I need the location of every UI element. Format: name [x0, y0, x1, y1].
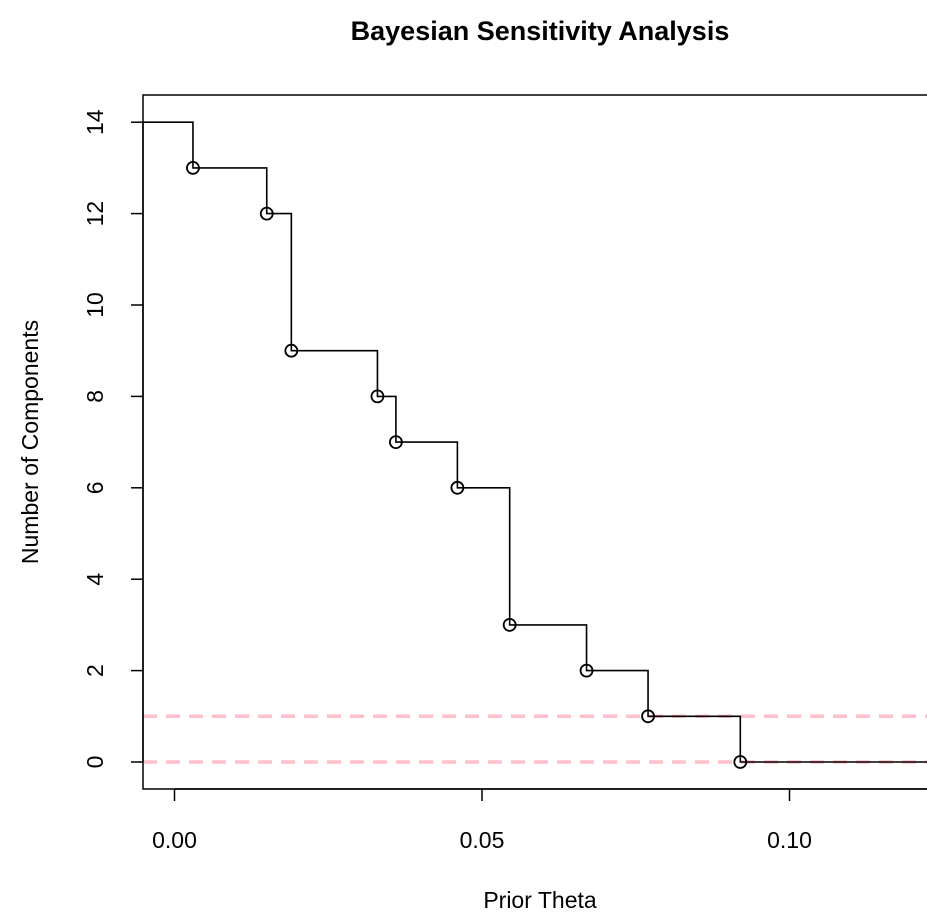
- y-axis: 0 2 4 6 8 10 12 14: [82, 109, 144, 769]
- x-tick-label: 0.00: [152, 827, 197, 853]
- data-point: [641, 709, 655, 724]
- data-point: [733, 755, 748, 769]
- data-point: [186, 160, 200, 175]
- chart-title: Bayesian Sensitivity Analysis: [351, 16, 730, 46]
- reference-lines: [143, 714, 927, 764]
- step-line: [143, 121, 927, 763]
- data-point: [259, 206, 274, 221]
- y-tick-label: 6: [82, 481, 108, 494]
- y-tick-label: 10: [82, 292, 108, 318]
- y-tick-label: 2: [82, 664, 108, 677]
- data-point: [370, 389, 385, 404]
- y-tick-label: 14: [82, 109, 108, 135]
- y-axis-label: Number of Components: [17, 320, 43, 564]
- x-tick-label: 0.05: [460, 827, 505, 853]
- x-axis: 0.000.050.100.150.20: [152, 788, 927, 853]
- data-point: [284, 343, 299, 358]
- y-tick-label: 12: [82, 201, 108, 227]
- data-point: [388, 435, 403, 450]
- x-axis-label: Prior Theta: [483, 887, 597, 913]
- series-group: [143, 121, 927, 769]
- y-tick-label: 8: [82, 390, 108, 403]
- y-tick-label: 0: [82, 756, 108, 769]
- data-point: [579, 663, 594, 678]
- y-tick-label: 4: [82, 573, 108, 586]
- data-point: [450, 480, 465, 495]
- data-point: [502, 618, 517, 632]
- x-tick-label: 0.10: [767, 827, 812, 853]
- plot-frame: [142, 94, 927, 790]
